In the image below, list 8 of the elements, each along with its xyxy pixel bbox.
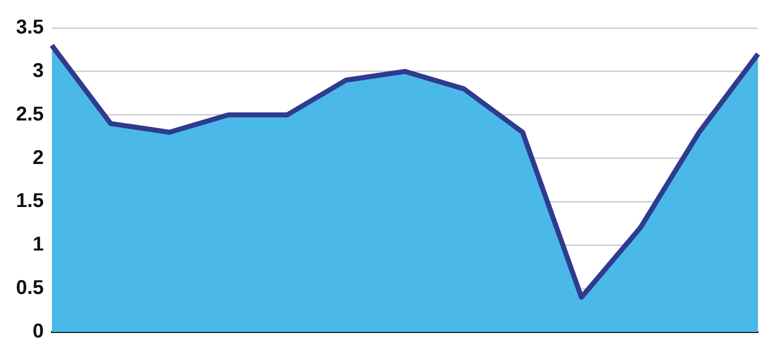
y-tick-label: 2.5 <box>16 103 44 126</box>
y-tick-label: 3 <box>32 60 44 82</box>
y-tick-label: 3.5 <box>16 16 44 39</box>
y-tick-label: 0.5 <box>16 277 44 300</box>
y-tick-label: 1 <box>32 234 44 256</box>
y-tick-label: 1.5 <box>16 190 44 212</box>
y-tick-label: 2 <box>32 146 44 169</box>
y-tick-label: 0 <box>32 320 44 343</box>
